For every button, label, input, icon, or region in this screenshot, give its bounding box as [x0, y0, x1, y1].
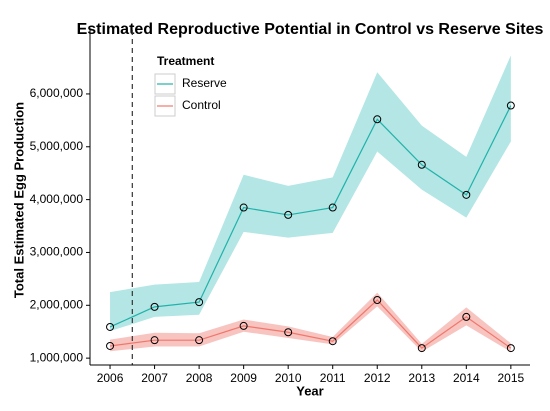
y-tick-label: 2,000,000	[30, 297, 84, 311]
y-tick-label: 5,000,000	[30, 139, 84, 153]
data-point	[284, 210, 293, 219]
x-tick-label: 2014	[453, 371, 480, 385]
data-point	[462, 190, 471, 199]
data-point	[150, 336, 159, 345]
y-tick-label: 4,000,000	[30, 192, 84, 206]
data-point	[195, 298, 204, 307]
x-tick-label: 2012	[364, 371, 391, 385]
series-line	[109, 299, 512, 349]
data-point	[373, 115, 382, 124]
data-point	[239, 321, 248, 330]
x-tick-label: 2008	[186, 371, 213, 385]
y-tick-label: 3,000,000	[30, 245, 84, 259]
x-tick-label: 2009	[230, 371, 257, 385]
series-line	[109, 105, 512, 328]
x-tick-label: 2011	[320, 371, 346, 385]
data-point	[328, 337, 337, 346]
data-point	[417, 344, 426, 353]
x-tick-label: 2015	[497, 371, 524, 385]
legend-title: Treatment	[157, 54, 214, 68]
y-axis-label: Total Estimated Egg Production	[11, 102, 26, 298]
confidence-band	[110, 55, 511, 332]
y-tick-label: 1,000,000	[30, 350, 84, 364]
data-point	[506, 101, 515, 110]
data-point	[373, 296, 382, 305]
data-point	[328, 203, 337, 212]
x-tick-label: 2006	[97, 371, 124, 385]
data-point	[506, 344, 515, 353]
x-tick-label: 2007	[141, 371, 168, 385]
data-point	[195, 336, 204, 345]
x-tick-label: 2010	[275, 371, 302, 385]
data-point	[284, 328, 293, 337]
legend-label: Control	[182, 98, 221, 112]
data-point	[106, 322, 115, 331]
data-point	[462, 312, 471, 321]
data-point	[417, 160, 426, 169]
x-tick-label: 2013	[408, 371, 435, 385]
data-point	[150, 302, 159, 311]
data-point	[106, 341, 115, 350]
legend-label: Reserve	[182, 76, 227, 90]
data-point	[239, 203, 248, 212]
y-tick-label: 6,000,000	[30, 86, 84, 100]
x-axis-label: Year	[296, 383, 323, 398]
chart-title: Estimated Reproductive Potential in Cont…	[77, 21, 544, 38]
